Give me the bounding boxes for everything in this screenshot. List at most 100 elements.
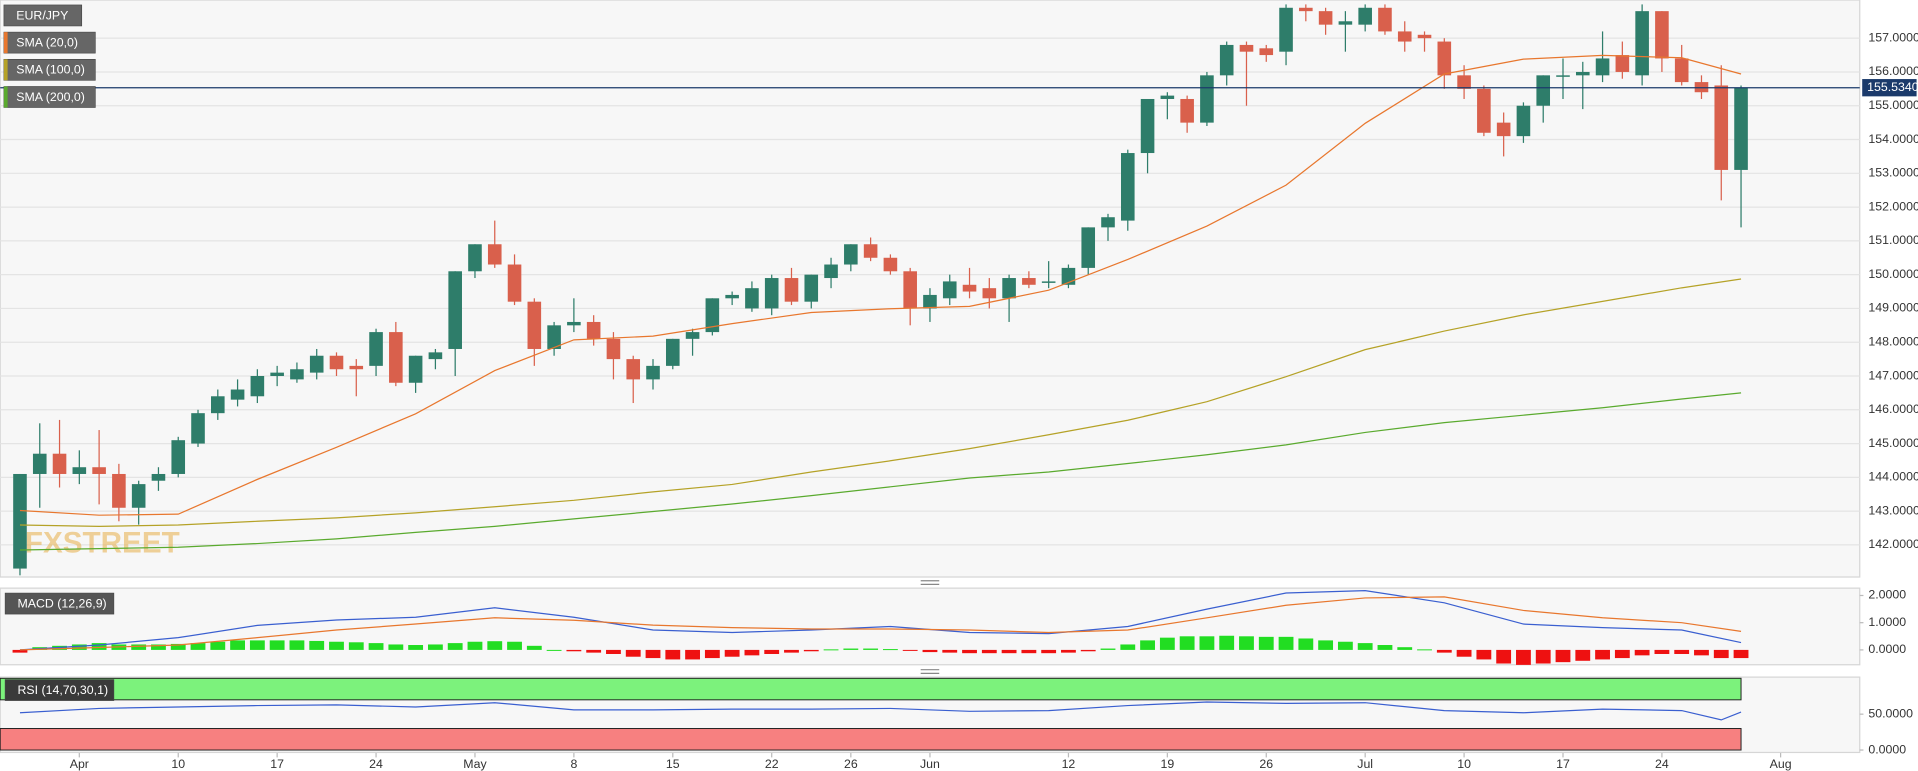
histogram-bar xyxy=(447,643,463,650)
legend-label: SMA (100,0) xyxy=(16,63,85,77)
histogram-bar xyxy=(309,640,325,650)
candle-body xyxy=(171,440,186,474)
candle-body xyxy=(1496,122,1511,137)
histogram-bar xyxy=(606,649,621,654)
y-tick-label: 153.0000 xyxy=(1868,166,1918,180)
x-tick-label: Aug xyxy=(1770,757,1792,771)
candle-body xyxy=(1417,34,1432,39)
y-tick-label: 142.0000 xyxy=(1868,537,1918,551)
histogram-bar xyxy=(210,641,226,650)
candle-body xyxy=(1378,7,1392,32)
candle-body xyxy=(824,264,838,279)
candle-body xyxy=(586,321,601,339)
candle-body xyxy=(211,396,225,414)
legend-box xyxy=(3,4,83,27)
histogram-bar xyxy=(744,649,760,656)
last-price-label: 155.5340 xyxy=(1867,80,1918,94)
candle-body xyxy=(665,338,680,366)
candle-body xyxy=(1219,44,1234,76)
y-tick-label: 0.0000 xyxy=(1868,642,1906,656)
candle-body xyxy=(962,284,977,292)
candle-body xyxy=(507,264,522,302)
candle-body xyxy=(1318,11,1333,25)
y-tick-label: 146.0000 xyxy=(1868,402,1918,416)
candle-body xyxy=(270,372,284,377)
y-tick-label: 144.0000 xyxy=(1868,470,1918,484)
histogram-bar xyxy=(1001,649,1017,654)
histogram-bar xyxy=(685,649,700,660)
histogram-bar xyxy=(1179,636,1195,650)
histogram-bar xyxy=(1614,649,1630,659)
candle-body xyxy=(784,278,799,302)
candle-body xyxy=(606,338,621,360)
legend-label: RSI (14,70,30,1) xyxy=(17,683,108,697)
candle-body xyxy=(1259,48,1274,56)
candle-body xyxy=(290,369,304,380)
x-tick-label: 10 xyxy=(171,757,185,771)
candle-body xyxy=(685,332,700,339)
candle-body xyxy=(1338,21,1353,25)
candle-body xyxy=(1437,41,1452,76)
y-tick-label: 156.0000 xyxy=(1868,64,1918,78)
histogram-bar xyxy=(1713,649,1729,659)
candle-body xyxy=(1635,11,1649,76)
y-tick-label: 150.0000 xyxy=(1868,267,1918,281)
histogram-bar xyxy=(665,649,681,660)
candle-body xyxy=(1160,95,1175,99)
indicator-line xyxy=(19,392,1742,551)
histogram-bar xyxy=(1516,649,1531,665)
histogram-bar xyxy=(803,649,819,652)
candle-body xyxy=(1674,58,1689,83)
histogram-bar xyxy=(368,643,384,650)
candle-body xyxy=(1457,75,1471,89)
y-tick-label: 151.0000 xyxy=(1868,233,1918,247)
x-tick-label: 15 xyxy=(666,757,680,771)
candle-body xyxy=(131,484,146,508)
histogram-bar xyxy=(546,649,562,651)
candle-body xyxy=(468,244,482,272)
histogram-bar xyxy=(704,649,720,659)
histogram-bar xyxy=(843,648,859,650)
candle-body xyxy=(1734,87,1748,170)
candle-body xyxy=(1101,217,1115,228)
candle-body xyxy=(844,244,858,265)
histogram-bar xyxy=(526,645,542,650)
histogram-bar xyxy=(131,644,147,650)
histogram-bar xyxy=(922,649,938,653)
candle-body xyxy=(764,278,779,309)
histogram-bar xyxy=(724,649,740,657)
histogram-bar xyxy=(1476,649,1492,660)
histogram-bar xyxy=(408,645,424,650)
histogram-bar xyxy=(1239,636,1254,650)
histogram-bar xyxy=(1674,649,1690,654)
y-tick-label: 148.0000 xyxy=(1868,334,1918,348)
candle-body xyxy=(1536,75,1551,106)
histogram-bar xyxy=(1120,644,1136,650)
candle-body xyxy=(745,288,759,309)
indicator-line xyxy=(19,589,1742,651)
y-tick-label: 50.0000 xyxy=(1868,706,1913,720)
histogram-bar xyxy=(1436,649,1452,653)
histogram-bar xyxy=(1041,649,1057,654)
y-tick-label: 0.0000 xyxy=(1868,742,1906,756)
candle-body xyxy=(1200,75,1214,123)
candle-body xyxy=(1516,105,1531,137)
candle-body xyxy=(1714,85,1729,170)
legend-swatch xyxy=(3,32,8,54)
candle-body xyxy=(191,413,205,444)
histogram-bar xyxy=(1634,649,1650,656)
candle-body xyxy=(923,294,937,309)
x-tick-label: 17 xyxy=(1556,757,1570,771)
candle-body xyxy=(1120,153,1135,221)
x-tick-label: 24 xyxy=(369,757,383,771)
histogram-bar xyxy=(427,644,443,650)
x-tick-label: 12 xyxy=(1062,757,1076,771)
histogram-bar xyxy=(1219,635,1235,650)
candle-body xyxy=(547,325,561,349)
y-tick-label: 149.0000 xyxy=(1868,301,1918,315)
histogram-bar xyxy=(1535,649,1551,664)
candle-body xyxy=(883,257,898,272)
